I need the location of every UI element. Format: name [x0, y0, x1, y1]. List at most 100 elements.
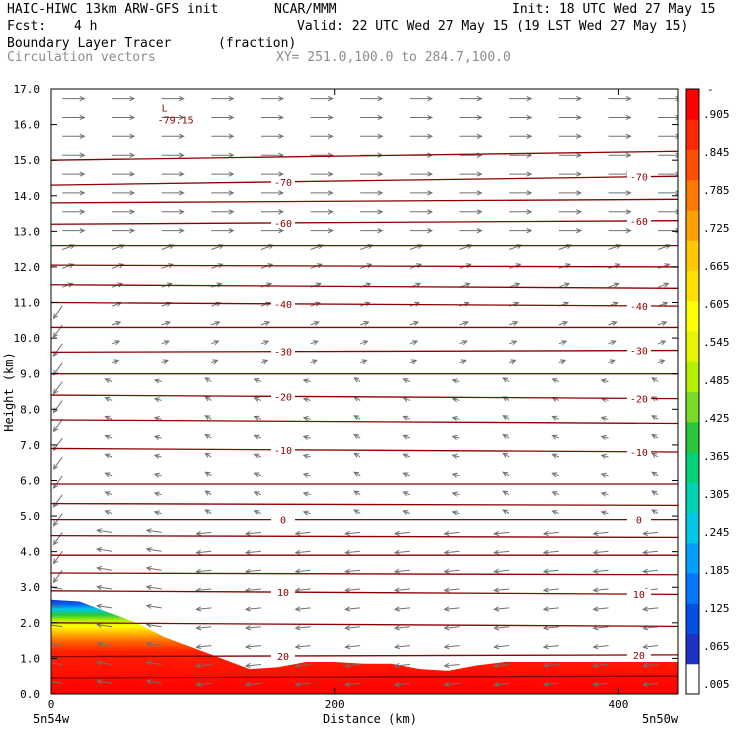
x-axis-label: Distance (km) — [323, 712, 417, 726]
wind-vector — [353, 490, 361, 496]
y-tick-label: 7.0 — [20, 439, 40, 452]
temperature-contour — [51, 622, 678, 628]
contour-label: -30 — [274, 348, 292, 359]
wind-vector — [211, 228, 235, 234]
wind-vector — [657, 263, 671, 269]
colorbar-label: .185 — [703, 564, 730, 577]
wind-vector — [608, 359, 616, 365]
wind-vector — [542, 644, 559, 650]
contour-label: -40 — [630, 302, 648, 313]
wind-vector — [658, 133, 678, 139]
wind-vector — [393, 625, 410, 631]
wind-vector — [195, 530, 212, 537]
contour-label: 20 — [277, 652, 289, 663]
wind-vector — [493, 568, 510, 574]
colorbar-swatch — [686, 663, 699, 695]
wind-vector — [360, 171, 384, 177]
wind-vector — [600, 453, 609, 459]
wind-vector — [409, 114, 434, 121]
wind-vector — [459, 359, 467, 365]
colorbar-swatch — [686, 421, 699, 453]
wind-vector — [443, 644, 460, 650]
wind-vector — [52, 475, 63, 489]
wind-vector — [294, 644, 311, 650]
wind-vector — [104, 434, 113, 440]
colorbar-swatch — [686, 573, 699, 604]
y-tick-label: 9.0 — [20, 368, 40, 381]
contour-label: -20 — [630, 394, 648, 405]
contour-label: 20 — [633, 651, 645, 662]
wind-vector — [302, 453, 311, 459]
wind-vector — [161, 321, 171, 326]
wind-vector — [459, 228, 483, 234]
wind-vector — [558, 171, 582, 177]
contour-label-bg — [626, 215, 651, 226]
wind-vector — [51, 641, 63, 647]
wind-vector — [502, 377, 510, 383]
wind-vector — [62, 171, 86, 177]
wind-vector — [145, 584, 162, 591]
wind-vector — [353, 415, 361, 421]
contour-label: 10 — [633, 590, 645, 601]
wind-vector — [608, 209, 632, 215]
wind-vector — [153, 434, 162, 440]
wind-vector — [310, 228, 334, 234]
wind-vector — [558, 114, 582, 121]
wind-vector — [96, 603, 113, 609]
wind-vector — [244, 530, 261, 537]
wind-vector — [161, 359, 169, 365]
wind-vector — [551, 510, 559, 515]
wind-vector — [459, 133, 483, 139]
wind-vector — [393, 681, 410, 687]
wind-vector — [260, 190, 285, 196]
wind-vector — [651, 509, 659, 515]
colorbar-swatch — [686, 149, 699, 181]
wind-vector — [651, 433, 659, 439]
wind-vector — [244, 606, 261, 612]
colorbar-label: .125 — [703, 602, 730, 615]
wind-vector — [145, 565, 162, 572]
temperature-contour — [51, 349, 678, 354]
wind-vector — [112, 114, 136, 121]
wind-vector — [294, 530, 311, 537]
y-tick-label: 2.0 — [20, 617, 40, 630]
wind-vector — [558, 340, 568, 346]
wind-vector — [443, 681, 460, 687]
low-center-value: -79.15 — [158, 115, 194, 126]
low-center-symbol: L — [162, 103, 168, 114]
wind-vector — [153, 472, 162, 478]
wind-vector — [62, 114, 86, 121]
temperature-contour — [51, 284, 678, 289]
wind-vector — [51, 622, 63, 628]
wind-vector — [409, 228, 434, 234]
wind-vector — [459, 114, 483, 121]
wind-vector — [104, 415, 113, 421]
y-tick-label: 3.0 — [20, 581, 40, 594]
wind-vector — [302, 378, 311, 384]
wind-vector — [608, 282, 620, 288]
wind-vector — [211, 340, 220, 346]
wind-vector — [112, 190, 136, 196]
wind-vector — [592, 587, 609, 593]
wind-vector — [509, 340, 518, 346]
wind-vector — [409, 209, 434, 215]
wind-vector — [153, 510, 162, 516]
wind-vector — [253, 491, 262, 497]
colorbar-label: .665 — [703, 260, 730, 273]
wind-vector — [551, 453, 559, 459]
wind-vector — [558, 228, 582, 234]
wind-vector — [104, 378, 113, 383]
contour-label-bg — [270, 650, 295, 661]
wind-vector — [112, 228, 136, 234]
wind-vector — [658, 114, 678, 121]
wind-vector — [542, 606, 559, 612]
wind-vector — [195, 644, 212, 650]
wind-vector — [360, 340, 369, 346]
wind-vector — [608, 114, 632, 121]
y-tick-label: 8.0 — [20, 403, 40, 416]
wind-vector — [104, 510, 113, 515]
wind-vector — [204, 433, 212, 439]
wind-vector — [509, 321, 519, 326]
wind-vector — [302, 491, 311, 497]
